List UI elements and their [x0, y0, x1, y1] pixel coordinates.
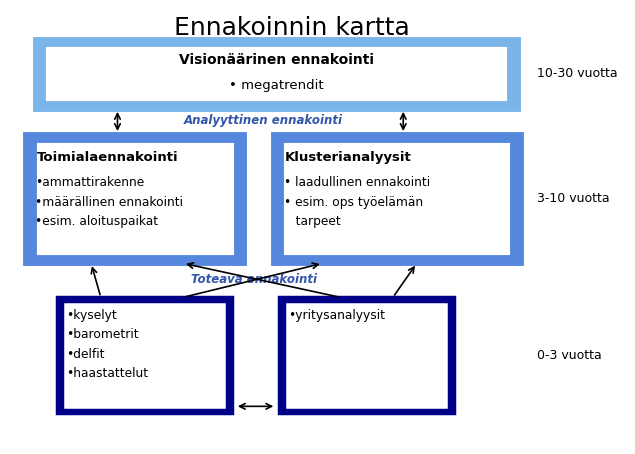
- Bar: [43, 44, 509, 103]
- Text: Visionäärinen ennakointi: Visionäärinen ennakointi: [178, 53, 374, 67]
- Text: •ammattirakenne
•määrällinen ennakointi
•esim. aloituspaikat: •ammattirakenne •määrällinen ennakointi …: [35, 176, 183, 228]
- Text: •yritysanalyysit: •yritysanalyysit: [288, 309, 385, 322]
- Text: • laadullinen ennakointi
• esim. ops työelämän
   tarpeet: • laadullinen ennakointi • esim. ops työ…: [284, 176, 431, 228]
- Text: 10-30 vuotta: 10-30 vuotta: [537, 67, 617, 80]
- Text: Analyyttinen ennakointi: Analyyttinen ennakointi: [184, 114, 343, 127]
- Bar: [62, 301, 227, 410]
- Text: Ennakoinnin kartta: Ennakoinnin kartta: [174, 16, 410, 40]
- Bar: [25, 134, 244, 263]
- Text: • megatrendit: • megatrendit: [229, 79, 324, 92]
- Text: Toteava ennakointi: Toteava ennakointi: [191, 273, 317, 286]
- Text: 0-3 vuotta: 0-3 vuotta: [537, 349, 601, 362]
- Text: 3-10 vuotta: 3-10 vuotta: [537, 192, 609, 205]
- Bar: [35, 39, 518, 109]
- Bar: [281, 140, 512, 257]
- Bar: [34, 140, 236, 257]
- Text: •kyselyt
•barometrit
•delfit
•haastattelut: •kyselyt •barometrit •delfit •haastattel…: [66, 309, 148, 380]
- Bar: [273, 134, 521, 263]
- Bar: [279, 297, 454, 413]
- Text: Toimialaennakointi: Toimialaennakointi: [37, 151, 178, 164]
- Bar: [57, 297, 232, 413]
- Bar: [284, 301, 449, 410]
- Text: Klusterianalyysit: Klusterianalyysit: [284, 151, 411, 164]
